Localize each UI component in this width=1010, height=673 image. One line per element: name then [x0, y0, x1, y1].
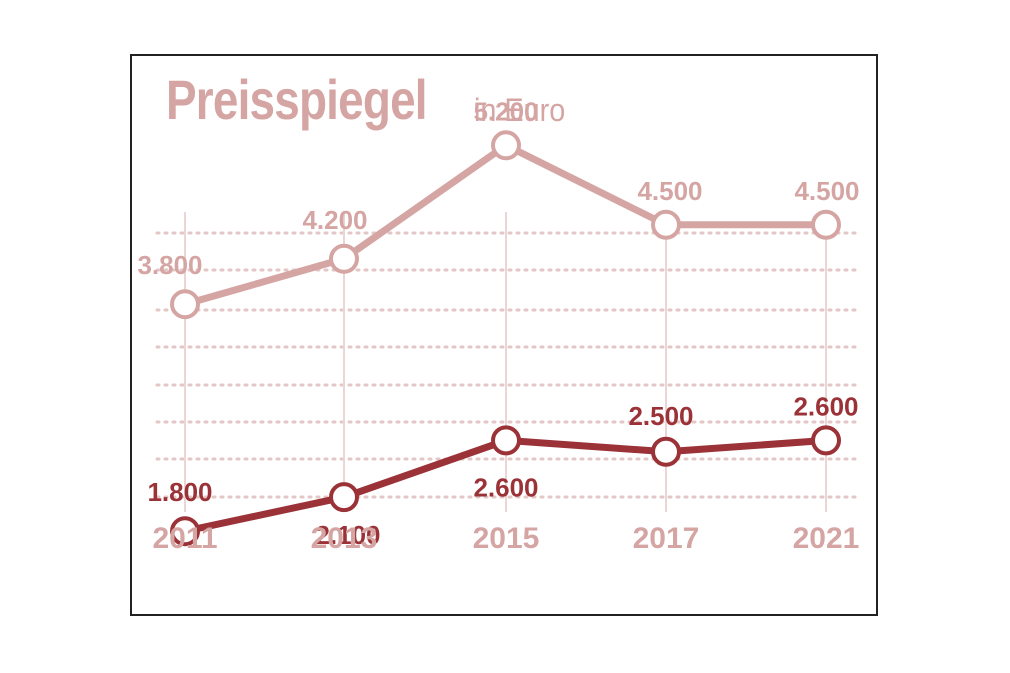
- data-label-1: 4.500: [794, 176, 859, 206]
- x-tick-label: 2011: [152, 522, 217, 555]
- chart-title: Preisspiegel: [166, 68, 428, 131]
- data-label-1: 4.500: [637, 176, 702, 206]
- data-label-2: 2.500: [628, 401, 693, 431]
- data-label-1: 3.800: [137, 250, 202, 280]
- data-point-2: [651, 436, 681, 467]
- data-label-1: 4.200: [302, 205, 367, 235]
- data-label-2: 1.800: [147, 477, 212, 507]
- x-tick-label: 2015: [473, 522, 540, 555]
- data-labels: 3.800 4.200 5.200 4.500 4.500 1.800 2.100 2.600…: [137, 96, 859, 550]
- grid: [155, 212, 858, 512]
- x-tick-label: 2017: [633, 522, 700, 555]
- data-label-2: 2.600: [473, 472, 538, 502]
- data-point-2: [811, 425, 841, 456]
- x-axis-ticks: 2011 2013 2015 2017 2021: [152, 522, 859, 555]
- data-point-1: [651, 209, 681, 240]
- chart-subtitle: in Euro: [474, 92, 566, 128]
- x-tick-label: 2021: [793, 522, 860, 555]
- data-label-1: 5.200: [473, 96, 538, 126]
- data-point-2: [329, 482, 359, 513]
- data-point-1: [811, 209, 841, 240]
- chart-title-block: Preisspiegel in Euro: [166, 68, 565, 131]
- data-point-2: [170, 516, 200, 547]
- data-point-2: [491, 425, 521, 456]
- data-point-1: [491, 130, 521, 161]
- data-point-1: [329, 243, 359, 274]
- data-point-1: [170, 289, 200, 320]
- data-label-2: 2.600: [793, 391, 858, 421]
- data-points: [170, 130, 841, 547]
- x-tick-label: 2013: [311, 522, 378, 555]
- data-label-2: 2.100: [315, 520, 380, 550]
